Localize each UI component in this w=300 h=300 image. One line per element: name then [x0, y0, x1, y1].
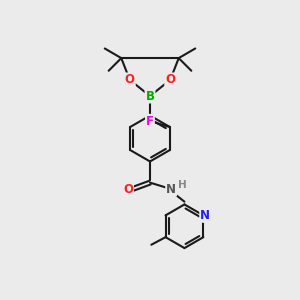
Text: B: B [146, 89, 154, 103]
Text: N: N [200, 209, 210, 222]
Text: F: F [146, 115, 154, 128]
Text: O: O [165, 74, 175, 86]
Text: O: O [123, 182, 133, 196]
Text: H: H [178, 180, 187, 190]
Text: O: O [125, 74, 135, 86]
Text: N: N [166, 182, 176, 196]
